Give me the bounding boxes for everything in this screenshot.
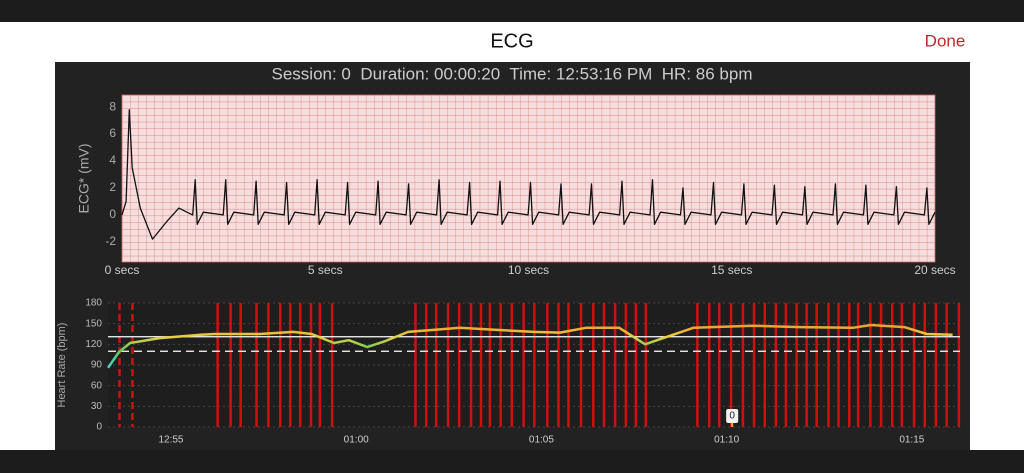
flag: [726, 409, 739, 423]
y-tick-label: 120: [85, 339, 102, 350]
x-tick-label: 01:05: [529, 435, 554, 446]
x-tick-label: 0 secs: [105, 263, 140, 277]
y-tick-label: 150: [85, 318, 102, 329]
y-tick-label: 6: [109, 126, 116, 140]
top-bar: [0, 0, 1024, 22]
x-tick-label: 12:55: [158, 435, 183, 446]
y-tick-label: 4: [109, 153, 116, 167]
y-axis-label: Heart Rate (bpm): [56, 323, 68, 408]
x-tick-label: 10 secs: [508, 263, 549, 277]
y-axis-label: ECG* (mV): [76, 144, 92, 214]
title: ECG: [490, 30, 533, 52]
x-tick-label: 01:10: [714, 435, 739, 446]
y-tick-label: 180: [85, 298, 102, 309]
x-tick-label: 01:00: [344, 435, 369, 446]
y-tick-label: 0: [109, 207, 116, 221]
y-tick-label: -2: [105, 234, 116, 248]
y-tick-label: 90: [91, 360, 103, 371]
x-tick-label: 5 secs: [308, 263, 343, 277]
done-button[interactable]: Done: [925, 31, 966, 50]
ecg-plot-area: [121, 94, 936, 263]
y-tick-label: 60: [91, 380, 103, 391]
x-tick-label: 01:15: [899, 435, 924, 446]
y-tick-label: 30: [91, 401, 103, 412]
y-tick-label: 0: [96, 422, 102, 433]
x-tick-label: 20 secs: [914, 263, 955, 277]
session-info: Session: 0 Duration: 00:00:20 Time: 12:5…: [272, 64, 753, 83]
data-line: [121, 109, 936, 240]
y-tick-label: 2: [109, 180, 116, 194]
data-line: [106, 323, 953, 369]
flag-label: 0: [729, 411, 735, 422]
bottom-bar: [0, 450, 1024, 473]
y-tick-label: 8: [109, 99, 116, 113]
x-tick-label: 15 secs: [711, 263, 752, 277]
